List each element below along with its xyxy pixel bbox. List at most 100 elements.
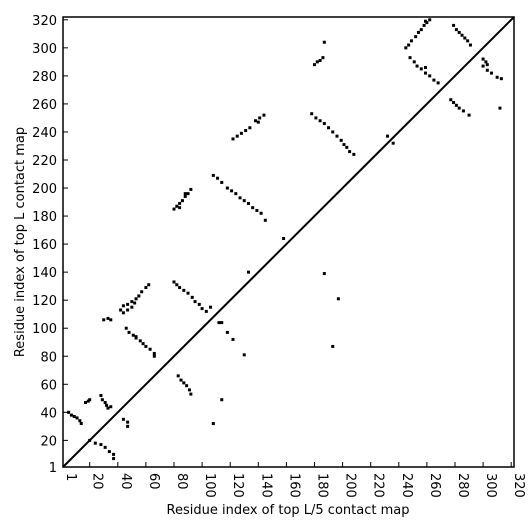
contact-point [339, 138, 343, 142]
contact-point [416, 30, 420, 34]
x-tick-label: 200 [343, 473, 358, 498]
contact-point [408, 56, 412, 60]
contact-point [186, 291, 190, 295]
contact-point [67, 410, 71, 414]
contact-point [126, 302, 130, 306]
contact-point [220, 398, 224, 402]
x-tick-label: 40 [118, 473, 133, 490]
y-tick-label: 320 [32, 14, 57, 29]
contact-point [225, 330, 229, 334]
contact-point [432, 78, 436, 82]
contact-point [144, 286, 148, 290]
contact-point [322, 272, 326, 276]
contact-point [152, 351, 156, 355]
contact-point [468, 43, 472, 47]
contact-point [391, 141, 395, 145]
contact-point [204, 309, 208, 313]
contact-point [331, 130, 335, 134]
contact-point [498, 106, 502, 110]
contact-point [230, 189, 234, 193]
contact-point [127, 330, 131, 334]
contact-point [109, 318, 113, 322]
contact-point [428, 18, 432, 22]
contact-point [211, 422, 215, 426]
contact-point [109, 405, 113, 409]
contact-point [148, 347, 152, 351]
contact-point [258, 116, 262, 120]
contact-point [386, 134, 390, 138]
contact-point [172, 280, 176, 284]
x-tick-label: 100 [202, 473, 217, 498]
contact-point [449, 98, 453, 102]
contact-point [88, 438, 92, 442]
contact-point [322, 122, 326, 126]
contact-point [144, 344, 148, 348]
contact-point [404, 46, 408, 50]
contact-point [242, 199, 246, 203]
contact-point [106, 406, 110, 410]
contact-point [321, 56, 325, 60]
contact-point [178, 201, 182, 205]
contact-point [197, 302, 201, 306]
contact-point [315, 60, 319, 64]
contact-point [457, 106, 461, 110]
y-tick-label: 100 [32, 322, 57, 337]
contact-point [99, 394, 103, 398]
contact-point [75, 416, 79, 420]
contact-point [220, 321, 224, 325]
contact-point [193, 300, 197, 304]
contact-point [310, 112, 314, 116]
contact-point [178, 206, 182, 210]
contact-point [409, 39, 413, 43]
diagonal [62, 16, 515, 468]
contact-point [69, 413, 73, 417]
contact-point [178, 286, 182, 290]
x-axis-label: Residue index of top L/5 contact map [167, 503, 410, 518]
contact-point [137, 294, 141, 298]
y-tick-label: 160 [32, 238, 57, 253]
contact-point [106, 316, 110, 320]
contact-point [419, 28, 423, 32]
contact-point [102, 318, 106, 322]
contact-point [225, 186, 229, 190]
y-tick-label: 60 [40, 378, 57, 393]
x-tick-label: 80 [174, 473, 189, 490]
contact-point [176, 374, 180, 378]
x-tick-label: 180 [314, 473, 329, 498]
contact-point [423, 65, 427, 69]
contact-point [121, 311, 125, 315]
contact-point [238, 196, 242, 200]
y-tick-label: 200 [32, 182, 57, 197]
contact-point [352, 152, 356, 156]
y-tick-label: 180 [32, 210, 57, 225]
y-tick-label: 300 [32, 42, 57, 57]
contact-point [314, 116, 318, 120]
contact-point [452, 23, 456, 27]
x-tick-label: 60 [146, 473, 161, 490]
contact-point [348, 150, 352, 154]
contact-point [242, 353, 246, 357]
contact-point [138, 339, 142, 343]
contact-point [112, 452, 116, 456]
x-tick-label: 120 [230, 473, 245, 498]
contact-point [121, 304, 125, 308]
contact-point [481, 64, 485, 68]
contact-point [99, 443, 103, 447]
contact-point [141, 342, 145, 346]
contact-point [126, 308, 130, 312]
y-tick-label: 120 [32, 294, 57, 309]
contact-point [481, 57, 485, 61]
y-tick-label: 260 [32, 98, 57, 113]
plot-frame [62, 16, 515, 468]
contact-point [423, 19, 427, 23]
contact-point [262, 113, 266, 117]
contact-point [422, 23, 426, 27]
contact-point [186, 192, 190, 196]
contact-point [499, 77, 503, 81]
contact-point [83, 401, 87, 405]
contact-point [119, 308, 123, 312]
contact-point [182, 288, 186, 292]
contact-point [200, 307, 204, 311]
contact-point [414, 35, 418, 39]
contact-point [454, 28, 458, 32]
